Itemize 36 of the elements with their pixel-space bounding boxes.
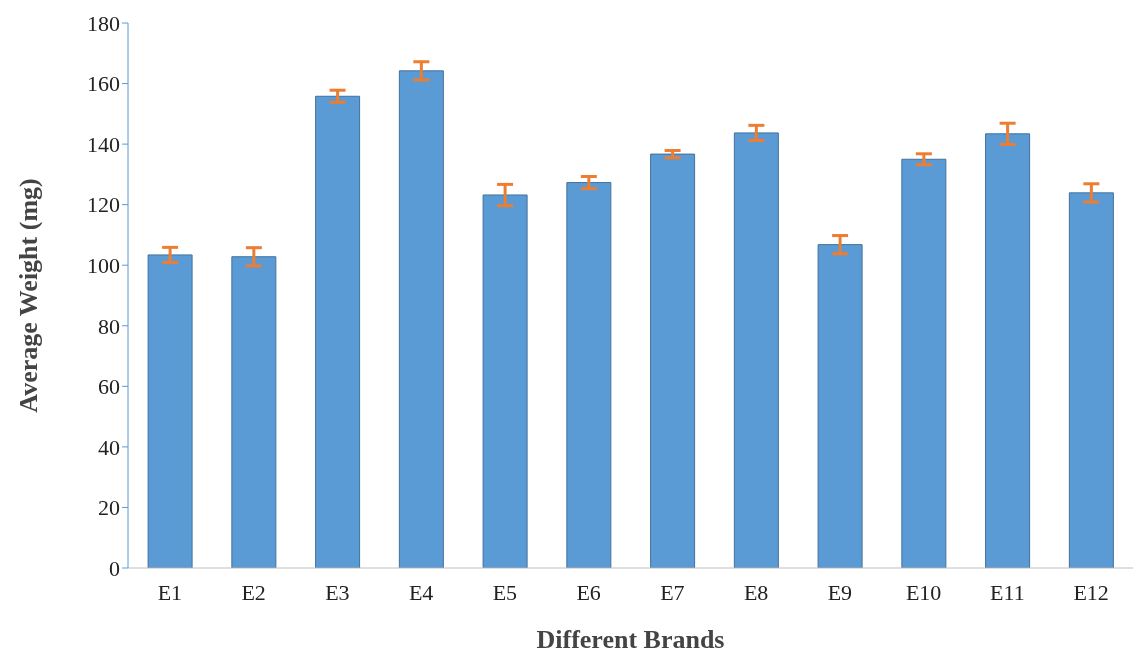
bar <box>398 70 444 568</box>
y-tick-label: 40 <box>98 434 120 460</box>
y-tick-label: 80 <box>98 313 120 339</box>
bar <box>1068 192 1114 568</box>
bar <box>733 132 779 568</box>
x-tick-label: E6 <box>576 579 601 605</box>
bar <box>482 194 528 568</box>
bar <box>650 153 696 568</box>
x-tick-label: E4 <box>408 579 434 605</box>
x-tick-label: E7 <box>660 579 685 605</box>
x-tick-label: E8 <box>743 579 769 605</box>
y-tick-label: 60 <box>98 374 120 400</box>
bar <box>231 256 277 568</box>
x-tick-label: E12 <box>1073 579 1109 605</box>
y-tick-label: 180 <box>87 10 120 36</box>
x-tick-label: E9 <box>827 579 853 605</box>
bar <box>817 244 863 568</box>
bar <box>566 182 612 568</box>
y-tick-label: 140 <box>87 131 120 157</box>
x-tick-label: E3 <box>325 579 350 605</box>
x-tick-label: E11 <box>990 579 1025 605</box>
bar <box>315 95 361 568</box>
x-tick-label: E5 <box>492 579 518 605</box>
y-tick-label: 120 <box>87 192 120 218</box>
x-tick-label: E10 <box>905 579 942 605</box>
y-axis-title: Average Weight (mg) <box>14 178 44 413</box>
x-tick-label: E1 <box>157 579 183 605</box>
x-axis-title: Different Brands <box>536 625 725 654</box>
x-tick-label: E2 <box>241 579 266 605</box>
y-tick-label: 160 <box>87 71 120 97</box>
bar <box>901 158 947 568</box>
y-tick-label: 100 <box>87 253 120 279</box>
bar <box>147 254 193 568</box>
y-tick-label: 20 <box>98 495 120 521</box>
bar <box>985 133 1031 568</box>
y-tick-label: 0 <box>109 555 120 581</box>
